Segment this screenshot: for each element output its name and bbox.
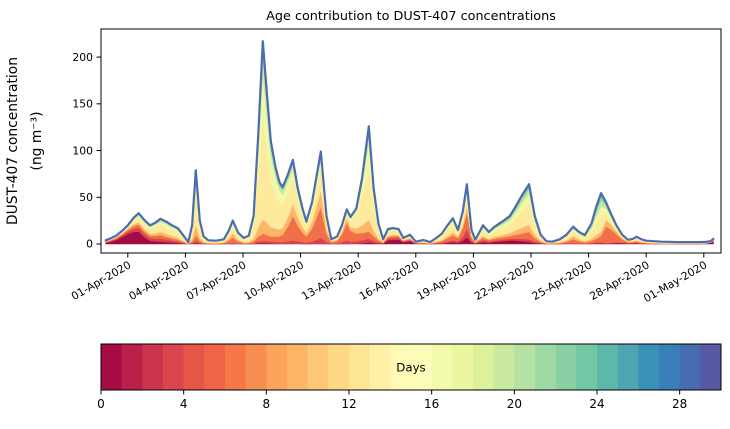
x-tick-label: 04-Apr-2020 [127,258,191,303]
y-tick-label: 200 [72,51,93,64]
colorbar-tick-label: 8 [263,397,271,411]
colorbar-segment [431,344,453,390]
y-axis-label-line1: DUST-407 concentration [5,57,21,225]
colorbar-tick-label: 24 [589,397,604,411]
colorbar-segment [266,344,288,390]
colorbar-segment [328,344,350,390]
colorbar-segment [163,344,184,390]
colorbar-segment [225,344,246,390]
x-tick-label: 25-Apr-2020 [530,258,594,303]
colorbar-segment [369,344,391,390]
colorbar-tick-label: 12 [341,397,356,411]
axes-and-ticks: 0 50 100 150 200 01-Apr-202004-Apr-202007-Apr… [69,28,722,305]
colorbar-segment [700,344,722,390]
total-concentration-line [104,40,715,244]
colorbar-segment [245,344,267,390]
colorbar-segment [473,344,494,390]
colorbar-tick-label: 20 [507,397,522,411]
y-tick-label: 50 [79,191,93,204]
colorbar-segment [597,344,618,390]
colorbar-label: Days [396,361,425,375]
x-tick-label: 07-Apr-2020 [184,258,248,303]
colorbar-tick-label: 0 [97,397,105,411]
y-axis-label-line2: (ng m⁻³) [29,112,45,171]
y-tick-label: 100 [72,144,93,157]
colorbar-segment [204,344,226,390]
colorbar-tick-label: 4 [180,397,188,411]
colorbar-segment [514,344,536,390]
x-tick-label: 16-Apr-2020 [357,258,421,303]
total-line [104,40,715,244]
colorbar-segment [638,344,660,390]
colorbar-tick-label: 16 [424,397,439,411]
colorbar-segment [287,344,308,390]
colorbar-segment [121,344,143,390]
colorbar-tick-label: 28 [672,397,687,411]
colorbar-segment [142,344,164,390]
colorbar-segment [101,344,122,390]
colorbar-segment [183,344,205,390]
x-tick-label: 01-Apr-2020 [69,258,133,303]
x-tick-label: 13-Apr-2020 [299,258,363,303]
stacked-area-layers [105,41,714,245]
colorbar-segment [307,344,329,390]
x-tick-label: 01-May-2020 [641,258,709,305]
colorbar: 0 4 8 12 16 20 24 28 [97,343,722,411]
colorbar-segment [349,344,370,390]
x-tick-label: 19-Apr-2020 [415,258,479,303]
colorbar-segment [493,344,515,390]
colorbar-segment [576,344,598,390]
y-tick-label: 0 [86,238,93,251]
colorbar-segment [555,344,577,390]
colorbar-segment [659,344,680,390]
chart-title: Age contribution to DUST-407 concentrati… [266,9,556,24]
colorbar-segment [452,344,474,390]
colorbar-segment [535,344,556,390]
colorbar-segment [617,344,639,390]
x-tick-label: 10-Apr-2020 [242,258,306,303]
y-tick-label: 150 [72,98,93,111]
colorbar-segment [390,344,412,390]
x-tick-label: 22-Apr-2020 [472,258,536,303]
colorbar-segment [411,344,432,390]
colorbar-segment [679,344,701,390]
